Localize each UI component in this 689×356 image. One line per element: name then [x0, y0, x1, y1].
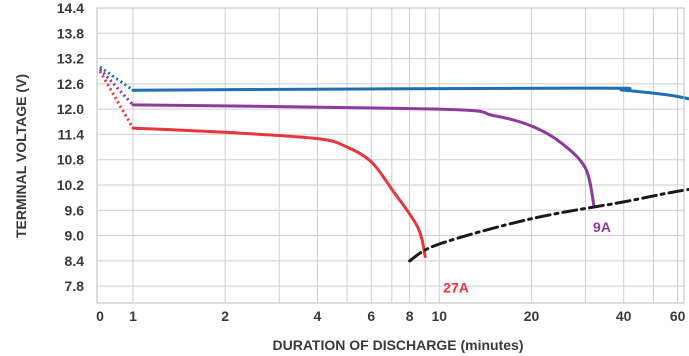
y-tick-label: 13.2: [57, 51, 84, 67]
y-tick-label: 12.0: [57, 101, 84, 117]
series-line-9a: [131, 103, 596, 208]
y-tick-label: 8.4: [65, 253, 85, 269]
y-tick-label: 9.6: [65, 202, 85, 218]
x-tick-label: 40: [616, 308, 632, 324]
series-line-27a: [131, 126, 427, 259]
y-tick-label: 7.8: [65, 278, 85, 294]
tick-labels: 14.4 13.8 13.2 12.6 12.0 11.4 10.8 10.2 9.6 9.0 8.…: [57, 0, 686, 324]
x-tick-label: 10: [431, 308, 447, 324]
x-tick-label: 20: [524, 308, 540, 324]
y-tick-label: 9.0: [65, 228, 85, 244]
series-label-27a: 27A: [443, 280, 469, 296]
x-tick-label: 60: [670, 308, 686, 324]
y-tick-label: 12.6: [57, 76, 84, 92]
y-tick-label: 11.4: [58, 126, 85, 142]
series-label-9a: 9A: [593, 219, 611, 235]
y-tick-label: 14.4: [57, 0, 84, 16]
x-tick-label: 8: [406, 308, 414, 324]
series-line-cut-off: [408, 187, 689, 263]
x-tick-label: 0: [96, 308, 104, 324]
x-axis-label: DURATION OF DISCHARGE (minutes): [273, 337, 524, 353]
series-lines: 2.25A9A27A: [98, 65, 689, 296]
series-line-2-25a: [131, 86, 689, 101]
x-tick-label: 6: [367, 308, 375, 324]
series-initial-27a: [98, 70, 135, 129]
y-tick-label: 10.8: [57, 152, 84, 168]
series-initial-2-25a: [99, 65, 134, 92]
grid: [97, 7, 684, 303]
x-tick-label: 2: [221, 308, 229, 324]
y-axis-label: TERMINAL VOLTAGE (V): [13, 74, 29, 238]
plot-frame: [96, 7, 685, 304]
y-tick-label: 10.2: [57, 177, 84, 193]
y-tick-label: 13.8: [57, 25, 84, 41]
x-tick-label: 1: [129, 308, 137, 324]
x-tick-label: 4: [314, 308, 322, 324]
series-initial-9a: [98, 68, 135, 106]
